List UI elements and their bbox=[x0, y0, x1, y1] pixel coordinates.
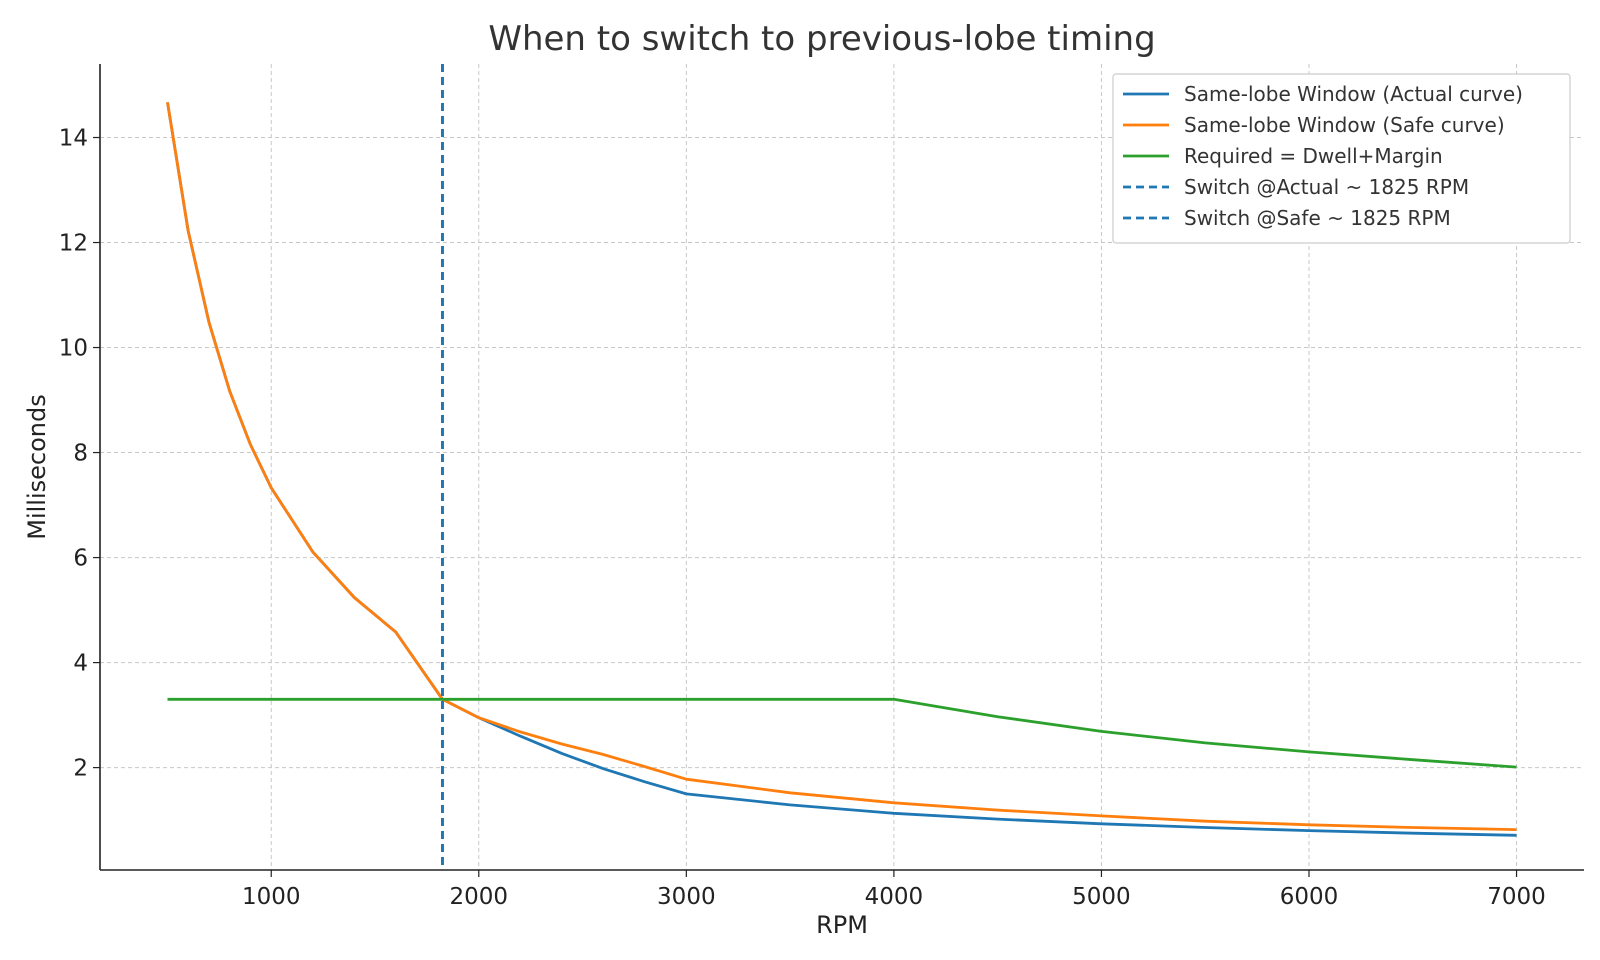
series-line-2 bbox=[167, 697, 1517, 769]
x-tick-label: 3000 bbox=[657, 884, 716, 910]
series-layer bbox=[166, 64, 1517, 870]
series-line-1 bbox=[166, 102, 1517, 831]
y-tick-label: 10 bbox=[59, 336, 88, 362]
legend-label: Switch @Safe ~ 1825 RPM bbox=[1184, 206, 1451, 230]
x-tick-label: 7000 bbox=[1487, 884, 1546, 910]
x-tick-label: 1000 bbox=[242, 884, 301, 910]
y-axis-title: Milliseconds bbox=[23, 394, 51, 539]
legend-label: Same-lobe Window (Actual curve) bbox=[1184, 82, 1523, 106]
x-axis-title: RPM bbox=[816, 911, 868, 939]
y-tick-label: 8 bbox=[73, 441, 88, 467]
legend-label: Required = Dwell+Margin bbox=[1184, 144, 1443, 168]
grid bbox=[100, 64, 1584, 870]
legend-label: Same-lobe Window (Safe curve) bbox=[1184, 113, 1505, 137]
y-tick-label: 2 bbox=[73, 756, 88, 782]
legend-box bbox=[1112, 73, 1571, 244]
legend: Same-lobe Window (Actual curve) Same-lobe… bbox=[1112, 73, 1571, 244]
chart-title: When to switch to previous-lobe timing bbox=[488, 19, 1155, 59]
x-ticks: 1000 2000 3000 4000 5000 6000 7000 bbox=[242, 870, 1546, 910]
y-tick-label: 14 bbox=[59, 126, 88, 152]
y-tick-label: 12 bbox=[59, 231, 88, 257]
y-tick-label: 4 bbox=[73, 651, 88, 677]
y-tick-label: 6 bbox=[73, 546, 88, 572]
y-ticks: 2 4 6 8 10 12 14 bbox=[59, 126, 100, 782]
x-tick-label: 5000 bbox=[1072, 884, 1131, 910]
legend-label: Switch @Actual ~ 1825 RPM bbox=[1184, 175, 1469, 199]
x-tick-label: 6000 bbox=[1280, 884, 1339, 910]
x-tick-label: 4000 bbox=[865, 884, 924, 910]
x-tick-label: 2000 bbox=[450, 884, 509, 910]
